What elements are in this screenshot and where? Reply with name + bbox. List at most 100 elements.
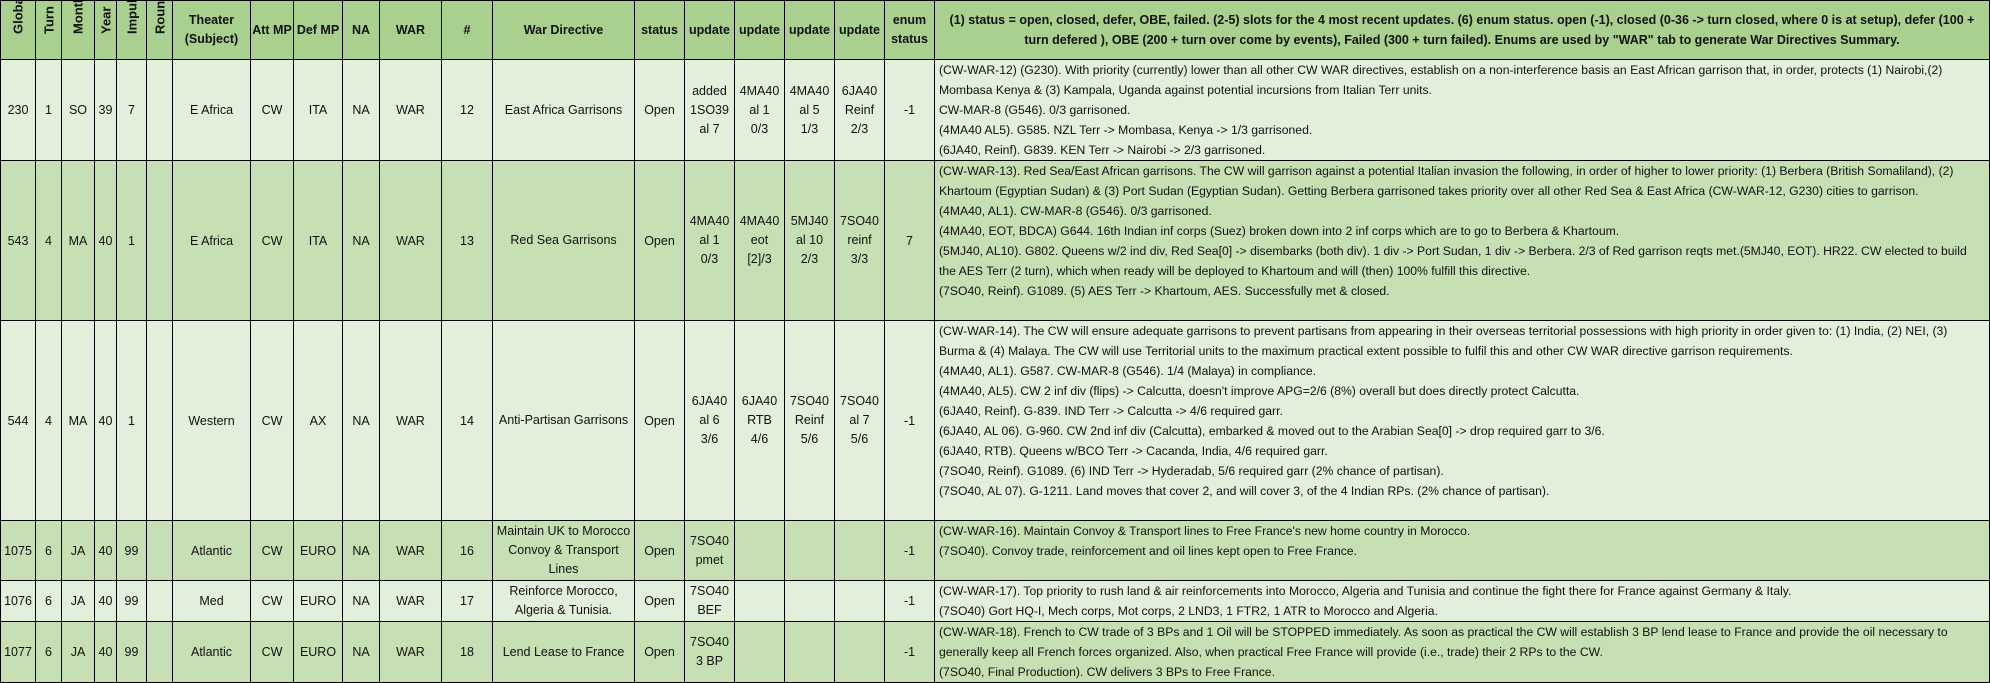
cell-year[interactable]: 39 [94,59,117,161]
cell-global[interactable]: 1077 [0,621,36,683]
header-global[interactable]: Global # [0,0,36,60]
cell-year[interactable]: 40 [94,520,117,581]
cell-update-4[interactable] [834,520,885,581]
cell-update-4[interactable]: 7SO40 al 7 5/6 [834,320,885,521]
header-month[interactable]: Month [61,0,95,60]
cell-round[interactable] [146,320,173,521]
header-na[interactable]: NA [342,0,380,60]
cell-directive[interactable]: East Africa Garrisons [492,59,635,161]
cell-year[interactable]: 40 [94,621,117,683]
cell-month[interactable]: JA [61,621,95,683]
cell-directive[interactable]: Red Sea Garrisons [492,160,635,321]
cell-update-2[interactable]: 6JA40 RTB 4/6 [734,320,785,521]
cell-def[interactable]: ITA [293,59,343,161]
cell-theater[interactable]: Atlantic [172,520,251,581]
cell-att[interactable]: CW [250,580,294,622]
cell-theater[interactable]: Med [172,580,251,622]
cell-update-3[interactable] [784,621,835,683]
cell-round[interactable] [146,621,173,683]
cell-update-2[interactable] [734,580,785,622]
cell-status[interactable]: Open [634,580,685,622]
cell-summary[interactable]: (CW-WAR-14). The CW will ensure adequate… [934,320,1990,521]
cell-update-1[interactable]: 7SO40 pmet [684,520,735,581]
cell-global[interactable]: 230 [0,59,36,161]
cell-num[interactable]: 13 [441,160,493,321]
cell-update-1[interactable]: 7SO40 BEF [684,580,735,622]
cell-summary[interactable]: (CW-WAR-16). Maintain Convoy & Transport… [934,520,1990,581]
cell-global[interactable]: 1075 [0,520,36,581]
cell-directive[interactable]: Lend Lease to France [492,621,635,683]
cell-impulse[interactable]: 1 [116,160,147,321]
cell-war[interactable]: WAR [379,160,442,321]
cell-war[interactable]: WAR [379,59,442,161]
cell-summary[interactable]: (CW-WAR-17). Top priority to rush land &… [934,580,1990,622]
cell-status[interactable]: Open [634,621,685,683]
cell-summary[interactable]: (CW-WAR-12) (G230). With priority (curre… [934,59,1990,161]
cell-def[interactable]: EURO [293,580,343,622]
cell-update-1[interactable]: 7SO40 3 BP [684,621,735,683]
cell-war[interactable]: WAR [379,520,442,581]
cell-turn[interactable]: 6 [35,580,62,622]
header-theater[interactable]: Theater (Subject) [172,0,251,60]
cell-num[interactable]: 18 [441,621,493,683]
cell-round[interactable] [146,580,173,622]
cell-summary[interactable]: (CW-WAR-13). Red Sea/East African garris… [934,160,1990,321]
cell-update-4[interactable] [834,580,885,622]
cell-directive[interactable]: Anti-Partisan Garrisons [492,320,635,521]
cell-num[interactable]: 14 [441,320,493,521]
cell-month[interactable]: JA [61,520,95,581]
cell-def[interactable]: EURO [293,621,343,683]
cell-update-2[interactable] [734,621,785,683]
cell-summary[interactable]: (CW-WAR-18). French to CW trade of 3 BPs… [934,621,1990,683]
cell-status[interactable]: Open [634,160,685,321]
header-war[interactable]: WAR [379,0,442,60]
cell-def[interactable]: ITA [293,160,343,321]
cell-turn[interactable]: 6 [35,621,62,683]
cell-turn[interactable]: 1 [35,59,62,161]
header-notes[interactable]: (1) status = open, closed, defer, OBE, f… [934,0,1990,60]
cell-theater[interactable]: Atlantic [172,621,251,683]
cell-turn[interactable]: 4 [35,160,62,321]
header-def-mp[interactable]: Def MP [293,0,343,60]
cell-att[interactable]: CW [250,59,294,161]
cell-na[interactable]: NA [342,59,380,161]
cell-update-1[interactable]: 6JA40 al 6 3/6 [684,320,735,521]
cell-war[interactable]: WAR [379,580,442,622]
cell-month[interactable]: JA [61,580,95,622]
cell-update-2[interactable]: 4MA40 eot [2]/3 [734,160,785,321]
cell-att[interactable]: CW [250,160,294,321]
header-update-1[interactable]: update [684,0,735,60]
cell-update-3[interactable]: 7SO40 Reinf 5/6 [784,320,835,521]
cell-round[interactable] [146,59,173,161]
cell-directive[interactable]: Maintain UK to Morocco Convoy & Transpor… [492,520,635,581]
cell-month[interactable]: MA [61,320,95,521]
cell-theater[interactable]: Western [172,320,251,521]
cell-round[interactable] [146,520,173,581]
cell-enum-status[interactable]: -1 [884,621,935,683]
header-status[interactable]: status [634,0,685,60]
cell-theater[interactable]: E Africa [172,160,251,321]
cell-month[interactable]: MA [61,160,95,321]
cell-turn[interactable]: 6 [35,520,62,581]
cell-impulse[interactable]: 99 [116,580,147,622]
cell-status[interactable]: Open [634,59,685,161]
cell-year[interactable]: 40 [94,580,117,622]
cell-war[interactable]: WAR [379,621,442,683]
cell-theater[interactable]: E Africa [172,59,251,161]
cell-num[interactable]: 16 [441,520,493,581]
cell-status[interactable]: Open [634,320,685,521]
header-turn[interactable]: Turn [35,0,62,60]
cell-att[interactable]: CW [250,621,294,683]
header-number[interactable]: # [441,0,493,60]
cell-update-3[interactable] [784,580,835,622]
cell-global[interactable]: 544 [0,320,36,521]
cell-month[interactable]: SO [61,59,95,161]
cell-round[interactable] [146,160,173,321]
header-war-directive[interactable]: War Directive [492,0,635,60]
cell-na[interactable]: NA [342,621,380,683]
cell-update-1[interactable]: added 1SO39 al 7 [684,59,735,161]
cell-global[interactable]: 1076 [0,580,36,622]
header-att-mp[interactable]: Att MP [250,0,294,60]
cell-global[interactable]: 543 [0,160,36,321]
cell-att[interactable]: CW [250,520,294,581]
